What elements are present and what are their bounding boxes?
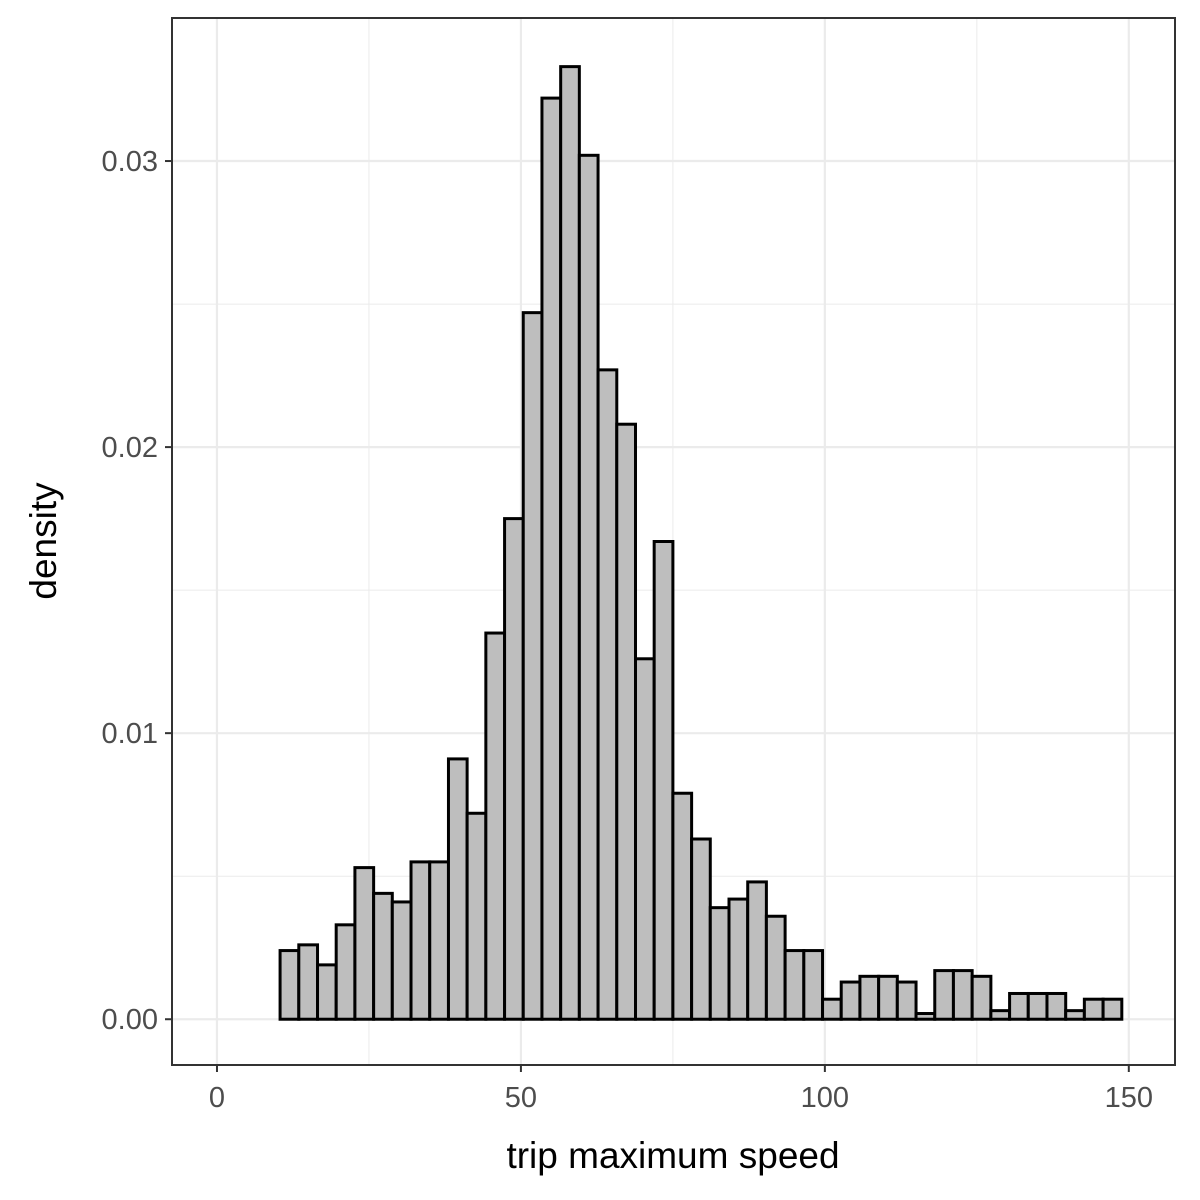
bar [821,997,843,1021]
bar [652,540,675,1021]
bar [764,914,787,1021]
y-axis-title: density [23,482,64,600]
x-axis-title: trip maximum speed [506,1135,839,1176]
bar [1064,1009,1086,1021]
bar [428,860,450,1021]
bar [727,897,750,1021]
y-tick-label: 0.00 [102,1004,158,1036]
bar [989,1009,1012,1021]
x-tick-label: 50 [505,1082,537,1114]
bar [278,949,301,1021]
panel-border [171,17,1176,1066]
bar [671,791,694,1021]
bar [634,657,656,1021]
bar [390,900,413,1021]
bar [858,974,881,1021]
bar [446,757,469,1021]
bar [372,891,394,1021]
bar [839,980,862,1021]
bar [316,963,338,1021]
bars [278,65,1124,1021]
bar [708,906,731,1021]
bar [503,517,525,1021]
x-tick-label: 100 [801,1082,849,1114]
bar [559,65,581,1021]
x-tick-label: 0 [209,1082,225,1114]
bar [596,368,619,1021]
axes: 0.00 0.01 0.02 0.03 0 50 100 150 [102,146,1153,1114]
bar [409,860,432,1021]
y-tick-label: 0.03 [102,146,158,178]
bar [895,980,918,1021]
bar [484,631,507,1021]
bar [465,811,488,1021]
bar [577,153,600,1021]
bar [334,923,357,1021]
bar [914,1012,937,1021]
bar [521,311,544,1021]
bar [933,969,955,1021]
bar [615,422,638,1021]
bar [690,837,712,1021]
y-tick-label: 0.02 [102,432,158,464]
bar [746,880,768,1021]
bar [802,949,825,1021]
bar [297,943,320,1021]
bar [951,969,974,1021]
x-tick-label: 150 [1105,1082,1153,1114]
bar [1082,997,1105,1021]
bar [1101,997,1124,1021]
bar [970,974,993,1021]
y-tick-label: 0.01 [102,718,158,750]
bar [353,866,376,1021]
bar [1026,991,1049,1021]
bar [877,974,899,1021]
bar [1045,991,1068,1021]
bar [540,96,563,1021]
bar [783,949,806,1021]
bar [1008,991,1030,1021]
